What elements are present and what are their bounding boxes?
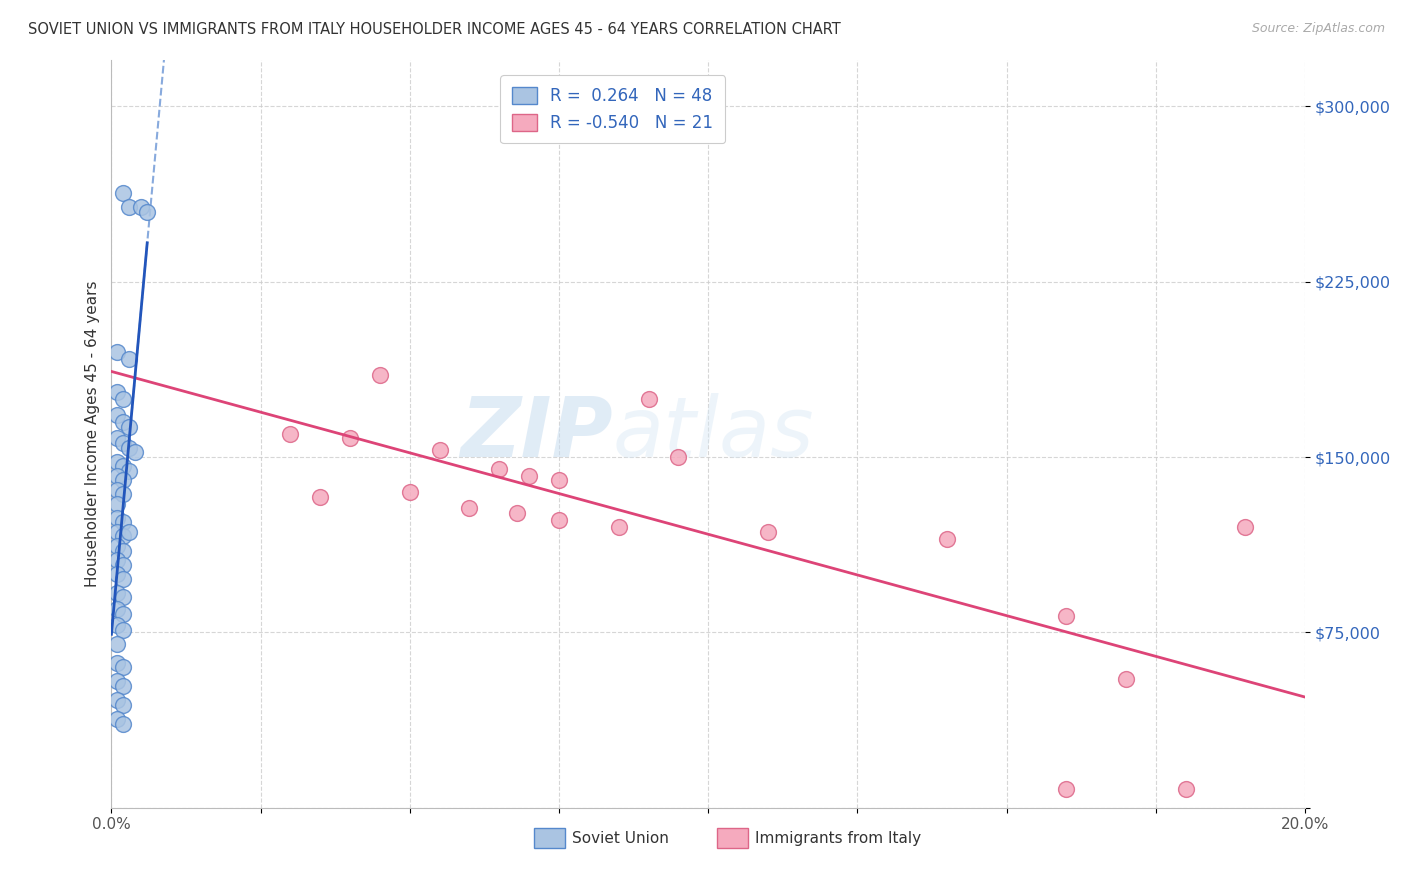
Point [1054,609,1077,624]
Point [607,520,630,534]
Point [105,497,128,511]
Point [105,524,128,539]
Point [112,660,135,674]
Point [105,553,128,567]
Point [129,200,152,214]
Point [548,513,571,527]
Point [105,344,128,359]
Point [368,368,391,383]
Text: Source: ZipAtlas.com: Source: ZipAtlas.com [1251,22,1385,36]
Point [105,468,128,483]
Point [112,716,135,731]
Point [118,200,141,214]
Text: ZIP: ZIP [460,393,613,475]
Point [105,455,128,469]
Point [458,501,481,516]
Point [517,468,540,483]
Point [105,510,128,524]
Point [105,384,128,399]
Legend: R =  0.264   N = 48, R = -0.540   N = 21: R = 0.264 N = 48, R = -0.540 N = 21 [501,76,725,144]
Point [280,426,302,441]
Point [1115,672,1137,686]
Text: Immigrants from Italy: Immigrants from Italy [755,830,921,846]
Point [136,204,159,219]
Point [112,436,135,450]
Point [105,602,128,616]
Point [112,679,135,693]
Point [666,450,689,464]
Text: atlas: atlas [613,393,814,475]
Point [506,506,529,520]
Point [112,543,135,558]
Point [112,558,135,572]
Text: SOVIET UNION VS IMMIGRANTS FROM ITALY HOUSEHOLDER INCOME AGES 45 - 64 YEARS CORR: SOVIET UNION VS IMMIGRANTS FROM ITALY HO… [28,22,841,37]
Point [105,674,128,689]
Point [105,585,128,599]
Point [637,392,659,406]
Point [112,607,135,621]
Point [105,656,128,670]
Point [112,186,135,200]
Text: Soviet Union: Soviet Union [572,830,669,846]
Point [429,442,451,457]
Point [105,637,128,651]
Point [118,419,141,434]
Point [112,474,135,488]
Point [105,431,128,445]
Point [112,698,135,712]
Point [118,351,141,366]
Point [548,474,571,488]
Point [105,618,128,632]
Point [112,415,135,429]
Point [105,712,128,726]
Point [936,532,959,546]
Point [1054,782,1077,797]
Point [105,408,128,422]
Point [339,431,361,445]
Point [1234,520,1257,534]
Point [118,524,141,539]
Point [112,591,135,605]
Point [105,483,128,497]
Point [124,445,146,459]
Point [398,485,420,500]
Point [488,461,510,475]
Point [112,623,135,637]
Point [756,524,779,539]
Point [105,693,128,707]
Point [112,392,135,406]
Point [118,441,141,455]
Point [105,539,128,553]
Point [1174,782,1197,797]
Point [112,529,135,543]
Point [112,459,135,474]
Point [118,464,141,478]
Point [112,516,135,530]
Y-axis label: Householder Income Ages 45 - 64 years: Householder Income Ages 45 - 64 years [86,280,100,587]
Point [112,572,135,586]
Point [105,566,128,581]
Point [309,490,332,504]
Point [112,487,135,501]
